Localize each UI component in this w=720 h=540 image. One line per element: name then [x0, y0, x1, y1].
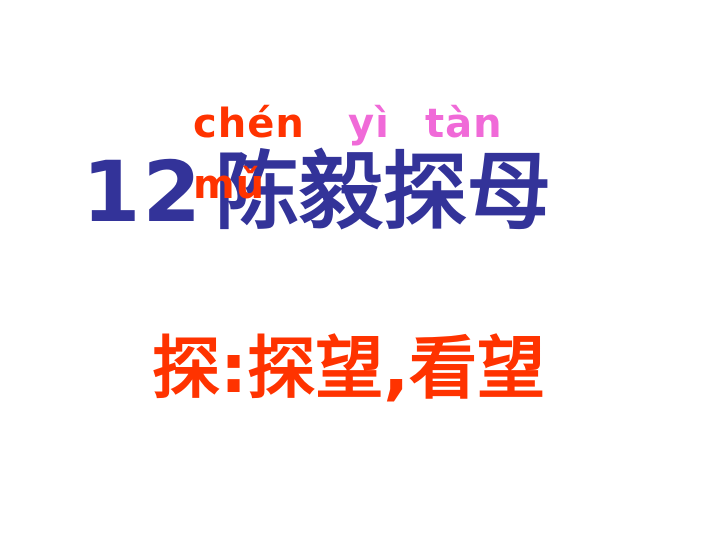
pinyin-yi: yì: [348, 101, 390, 147]
pinyin-mu: mǔ: [193, 162, 266, 208]
pinyin-chen: chén: [193, 101, 305, 147]
lesson-title: 12 陈毅探母: [82, 150, 551, 234]
lesson-number: 12: [82, 143, 203, 241]
word-definition: 探:探望,看望: [152, 330, 546, 409]
pinyin-tan: tàn: [425, 101, 503, 147]
lesson-title-text: 陈毅探母: [214, 143, 551, 241]
